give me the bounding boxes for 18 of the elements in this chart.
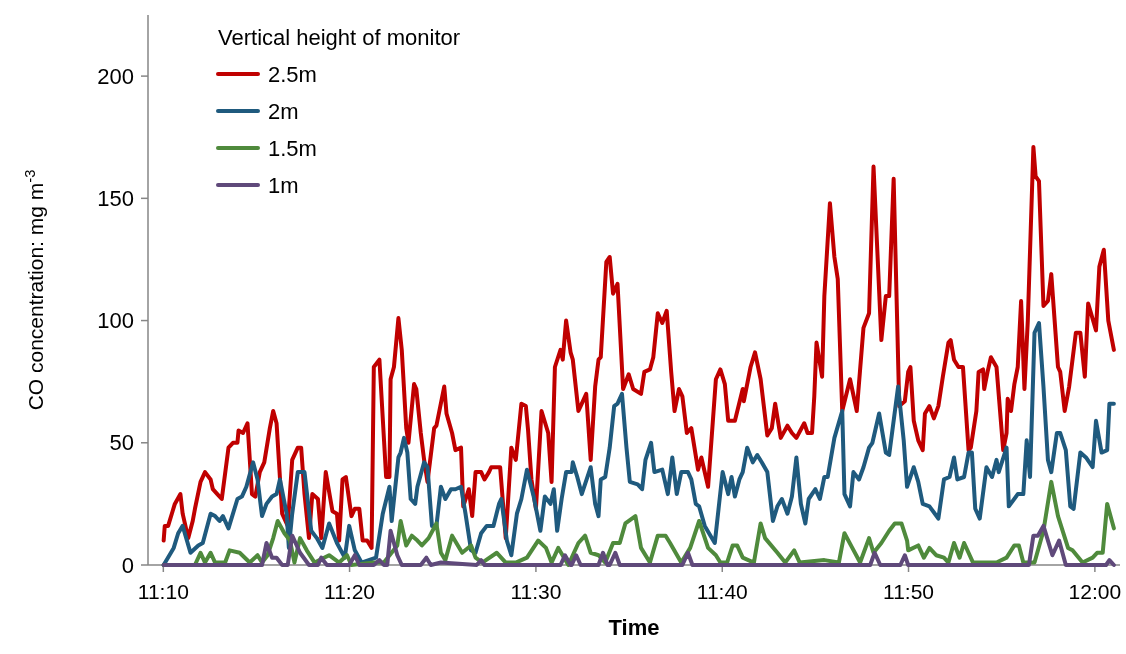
y-tick-label: 0	[121, 552, 134, 578]
legend-label: 1m	[268, 172, 299, 198]
x-tick-label: 11:30	[510, 580, 562, 603]
y-tick-label: 200	[97, 63, 134, 89]
x-tick-label: 11:20	[324, 580, 376, 603]
y-tick-label: 150	[97, 186, 134, 212]
legend-label: 2m	[268, 98, 299, 124]
y-tick-label: 100	[97, 308, 134, 334]
x-tick-label: 11:50	[883, 580, 935, 603]
legend-title: Vertical height of monitor	[218, 25, 461, 50]
legend-label: 1.5m	[268, 135, 317, 161]
x-axis-title: Time	[608, 615, 660, 640]
line-series	[161, 523, 1116, 567]
x-tick-label: 12:00	[1068, 580, 1122, 603]
x-tick-label: 11:10	[137, 580, 189, 603]
y-tick-label: 50	[109, 430, 134, 456]
legend-label: 2.5m	[268, 61, 317, 87]
x-tick-label: 11:40	[696, 580, 748, 603]
